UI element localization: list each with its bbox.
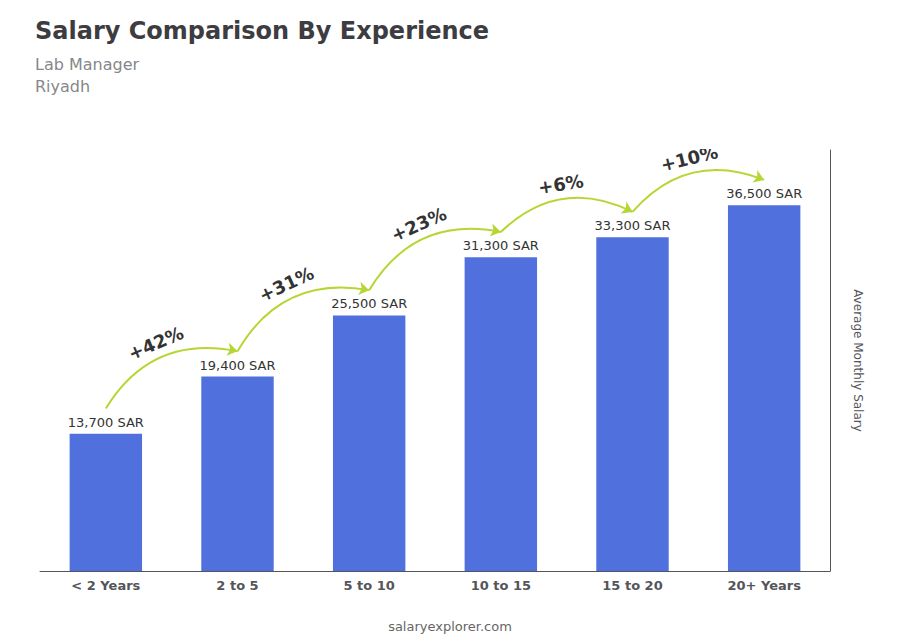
svg-text:+10%: +10%	[658, 141, 719, 175]
svg-text:19,400 SAR: 19,400 SAR	[199, 358, 275, 373]
svg-text:Average Monthly Salary: Average Monthly Salary	[851, 289, 865, 432]
svg-text:31,300 SAR: 31,300 SAR	[463, 238, 539, 253]
svg-text:+42%: +42%	[125, 322, 187, 364]
svg-text:Lab Manager: Lab Manager	[35, 55, 140, 74]
svg-text:< 2 Years: < 2 Years	[71, 578, 140, 593]
svg-text:Riyadh: Riyadh	[35, 77, 90, 96]
svg-text:33,300 SAR: 33,300 SAR	[594, 218, 670, 233]
svg-text:10 to 15: 10 to 15	[471, 578, 531, 593]
svg-text:+31%: +31%	[256, 262, 318, 306]
svg-text:15 to 20: 15 to 20	[602, 578, 662, 593]
svg-text:salaryexplorer.com: salaryexplorer.com	[388, 619, 512, 634]
svg-text:5 to 10: 5 to 10	[343, 578, 394, 593]
svg-text:20+ Years: 20+ Years	[727, 578, 801, 593]
svg-text:+6%: +6%	[537, 170, 585, 198]
svg-text:Salary Comparison By Experienc: Salary Comparison By Experience	[35, 17, 489, 45]
svg-text:36,500 SAR: 36,500 SAR	[726, 186, 802, 201]
svg-text:13,700 SAR: 13,700 SAR	[68, 415, 144, 430]
svg-text:+23%: +23%	[388, 203, 450, 246]
svg-text:2 to 5: 2 to 5	[216, 578, 258, 593]
svg-text:25,500 SAR: 25,500 SAR	[331, 296, 407, 311]
